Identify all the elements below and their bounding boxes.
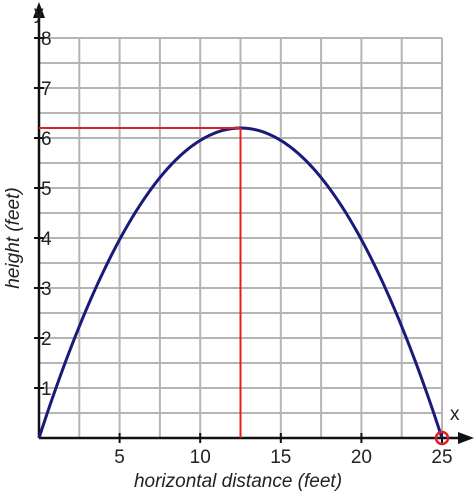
x-axis-name: x <box>450 404 460 425</box>
y-tick-label: 4 <box>41 229 52 250</box>
vertex-guides <box>39 127 450 446</box>
x-tick-label: 25 <box>431 447 452 468</box>
y-tick-label: 1 <box>41 379 52 400</box>
y-axis-title: height (feet) <box>3 187 24 288</box>
tick-labels: 5 10 15 20 25 1 2 3 4 5 6 7 8 <box>41 29 453 468</box>
x-axis-title: horizontal distance (feet) <box>134 471 342 492</box>
y-axis-name: y <box>34 3 44 24</box>
x-tick-label: 15 <box>270 447 291 468</box>
x-tick-label: 5 <box>114 447 125 468</box>
y-tick-label: 2 <box>41 329 52 350</box>
x-axis-arrow-icon <box>458 432 474 444</box>
y-tick-label: 3 <box>41 279 52 300</box>
y-tick-label: 8 <box>41 29 52 50</box>
x-tick-label: 10 <box>190 447 211 468</box>
x-tick-label: 20 <box>351 447 372 468</box>
y-tick-label: 6 <box>41 129 52 150</box>
landing-point-marker <box>434 430 450 446</box>
y-tick-label: 7 <box>41 79 52 100</box>
axes <box>33 2 474 444</box>
y-tick-label: 5 <box>41 179 52 200</box>
y-axis-arrow-icon <box>33 2 45 18</box>
